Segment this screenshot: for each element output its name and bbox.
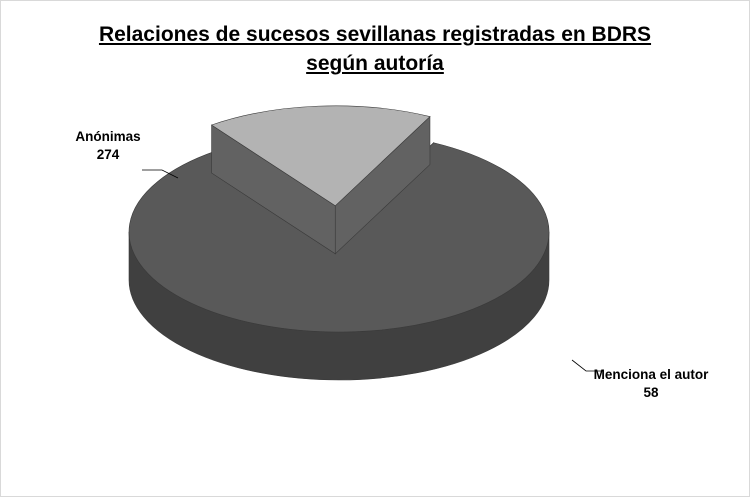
data-label-1: Menciona el autor 58 xyxy=(571,359,710,400)
data-label-value-0: 274 xyxy=(97,147,120,162)
data-label-name-1: Menciona el autor xyxy=(594,367,710,382)
chart-title-line1: Relaciones de sucesos sevillanas registr… xyxy=(98,23,652,46)
data-label-0: Anónimas 274 xyxy=(75,129,179,179)
pie-slice-top-1 xyxy=(210,105,431,207)
data-label-value-1: 58 xyxy=(643,385,659,400)
pie-slice-1 xyxy=(210,105,431,255)
data-label-name-0: Anónimas xyxy=(75,129,140,144)
chart-title: Relaciones de sucesos sevillanas registr… xyxy=(0,20,750,78)
leader-line-0 xyxy=(142,169,179,179)
leader-line-1 xyxy=(571,359,602,372)
chart-title-line2: según autoría xyxy=(306,52,444,75)
